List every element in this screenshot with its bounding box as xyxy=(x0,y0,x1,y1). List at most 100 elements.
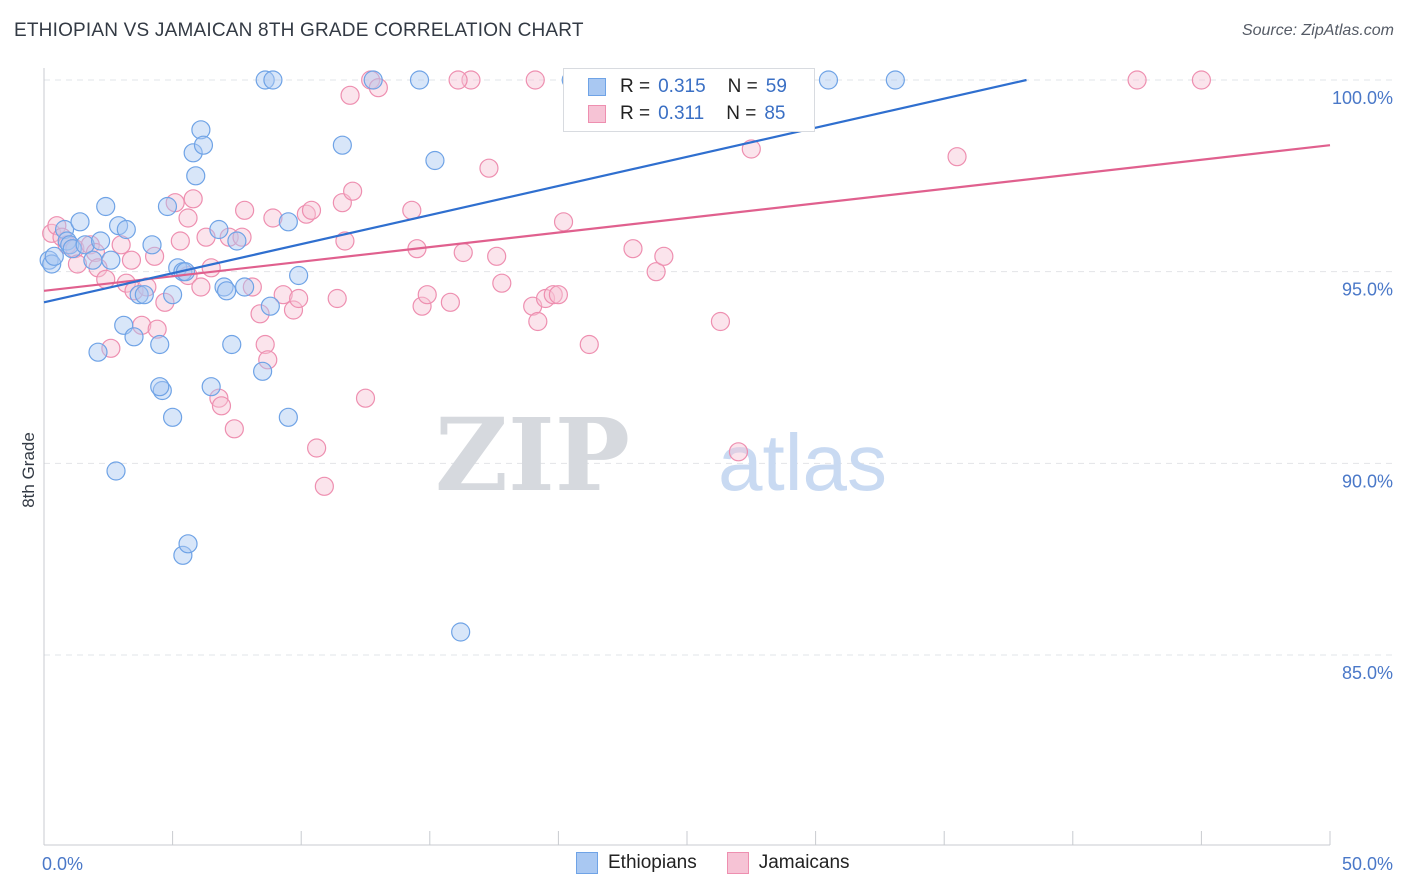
jamaicans-point xyxy=(412,296,432,316)
ethiopians-point xyxy=(90,231,111,251)
ethiopians-point xyxy=(227,231,247,251)
legend-swatch-jamaicans xyxy=(726,852,749,874)
trend-lines xyxy=(43,78,1331,304)
ethiopians-point xyxy=(96,196,116,217)
ethiopians-points xyxy=(39,70,905,642)
ethiopians-point xyxy=(193,135,214,155)
ethiopians-point xyxy=(163,285,183,305)
jamaicans-point xyxy=(440,292,460,312)
jamaicans-point xyxy=(479,158,499,178)
ethiopians-point xyxy=(186,166,206,186)
x-tick-label-max: 50.0% xyxy=(1342,854,1393,874)
jamaicans-point xyxy=(242,277,262,297)
legend-n-label: N = xyxy=(726,103,757,124)
legend-swatch-ethiopians xyxy=(576,852,598,874)
jamaicans-point xyxy=(340,85,360,105)
jamaicans-point xyxy=(314,476,334,496)
ethiopians-point xyxy=(129,285,149,305)
legend-item-jamaicans: Jamaicans xyxy=(726,852,850,874)
ethiopians-point xyxy=(201,377,221,397)
ethiopians-point xyxy=(191,120,211,140)
ethiopians-point xyxy=(217,281,237,301)
jamaicans-point xyxy=(528,311,548,332)
series-legend: Ethiopians Jamaicans xyxy=(576,852,880,874)
jamaicans-point xyxy=(728,442,749,462)
jamaicans-point xyxy=(232,227,252,247)
legend-r-label: R = xyxy=(620,76,651,97)
y-tick-label: 90.0% xyxy=(1342,471,1393,491)
watermark-zip: ZIP xyxy=(435,396,630,514)
y-tick-label: 85.0% xyxy=(1342,663,1393,683)
y-tick-label: 95.0% xyxy=(1342,280,1393,300)
ethiopians-point xyxy=(142,235,162,255)
ethiopians-point xyxy=(183,143,203,163)
ethiopians-point xyxy=(253,361,273,381)
legend-label-jamaicans: Jamaicans xyxy=(758,852,850,873)
legend-row-jamaicans: R = 0.311 N = 85 xyxy=(588,102,786,126)
jamaicans-point xyxy=(654,246,674,266)
legend-swatch-pink xyxy=(588,105,606,123)
chart-title: ETHIOPIAN VS JAMAICAN 8TH GRADE CORRELAT… xyxy=(14,20,584,41)
ethiopians-point xyxy=(409,70,430,90)
ethiopians-point xyxy=(885,70,905,90)
jamaicans-point xyxy=(67,254,88,274)
ethiopians-point xyxy=(75,235,95,255)
ethiopians-point xyxy=(163,407,183,427)
jamaicans-point xyxy=(211,396,232,416)
stats-legend: R = 0.315 N = 59 R = 0.311 N = 85 xyxy=(563,68,815,132)
jamaicans-point xyxy=(355,388,376,408)
legend-r-value: 0.315 xyxy=(658,76,706,97)
jamaicans-point xyxy=(623,239,643,259)
jamaicans-point xyxy=(273,285,293,305)
jamaicans-point xyxy=(178,208,198,228)
jamaicans-trend-line xyxy=(43,144,1331,292)
ethiopians-trend-line xyxy=(43,78,1027,304)
ethiopians-point xyxy=(425,150,445,171)
legend-r-label: R = xyxy=(620,103,651,124)
jamaicans-point xyxy=(487,246,507,266)
jamaicans-point xyxy=(453,242,473,263)
jamaicans-point xyxy=(121,250,142,270)
jamaicans-point xyxy=(1191,70,1212,90)
ethiopians-point xyxy=(62,239,82,259)
y-axis-label: 8th Grade xyxy=(19,432,38,508)
jamaicans-point xyxy=(710,311,731,332)
ethiopians-point xyxy=(263,70,283,90)
ethiopians-point xyxy=(222,334,242,355)
ethiopians-point xyxy=(54,219,75,240)
jamaicans-point xyxy=(235,200,255,220)
ethiopians-point xyxy=(157,196,178,217)
watermark: ZIP atlas xyxy=(435,396,887,514)
jamaicans-point xyxy=(525,70,545,90)
watermark-atlas: atlas xyxy=(718,418,887,507)
jamaicans-point xyxy=(101,338,121,358)
ethiopians-point xyxy=(332,135,352,155)
jamaicans-point xyxy=(155,292,175,312)
legend-row-ethiopians: R = 0.315 N = 59 xyxy=(588,75,787,99)
jamaicans-point xyxy=(343,181,363,201)
ethiopians-point xyxy=(70,212,90,232)
jamaicans-point xyxy=(296,204,316,224)
jamaicans-point xyxy=(144,246,165,266)
jamaicans-point xyxy=(263,208,283,228)
jamaicans-point xyxy=(201,258,221,278)
jamaicans-point xyxy=(147,319,167,339)
legend-swatch-blue xyxy=(588,78,606,96)
jamaicans-points xyxy=(42,70,1212,496)
ethiopians-point xyxy=(289,265,309,286)
ethiopians-point xyxy=(278,212,298,232)
jamaicans-point xyxy=(301,200,322,220)
jamaicans-point xyxy=(947,147,967,167)
legend-n-value: 85 xyxy=(764,103,786,124)
jamaicans-point xyxy=(224,419,244,439)
legend-r-value: 0.311 xyxy=(658,103,705,124)
axes xyxy=(43,68,1331,846)
jamaicans-point xyxy=(741,139,761,159)
ethiopians-point xyxy=(124,327,144,347)
y-tick-label: 100.0% xyxy=(1332,88,1393,108)
ethiopians-point xyxy=(818,70,839,90)
ethiopians-point xyxy=(451,622,471,642)
legend-label-ethiopians: Ethiopians xyxy=(608,852,697,873)
jamaicans-point xyxy=(1127,70,1147,90)
jamaicans-point xyxy=(553,212,574,232)
